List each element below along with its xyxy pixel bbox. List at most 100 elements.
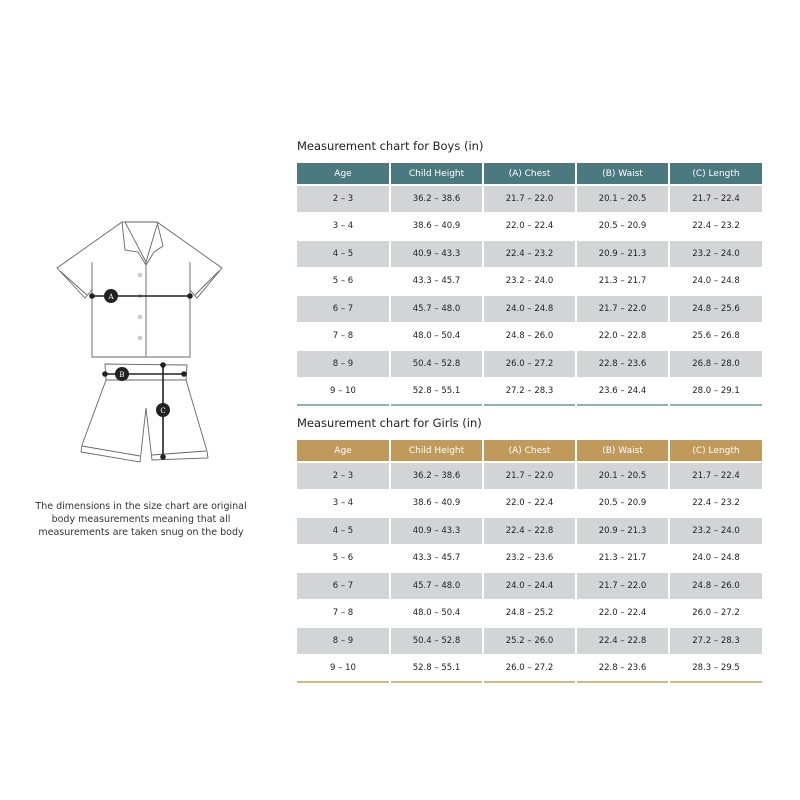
svg-text:B: B — [119, 371, 124, 379]
table-cell: 22.0 – 22.4 — [483, 488, 577, 517]
table-cell: 27.2 – 28.3 — [669, 626, 762, 655]
table-cell: 24.0 – 24.8 — [669, 543, 762, 572]
marker-b: B — [115, 367, 129, 381]
table-cell: 21.7 – 22.0 — [576, 294, 670, 323]
table-cell: 36.2 – 38.6 — [390, 461, 484, 490]
table-cell: 2 – 3 — [297, 184, 391, 213]
table-cell: 45.7 – 48.0 — [390, 294, 484, 323]
table-cell: 9 – 10 — [297, 653, 391, 682]
table-row: 3 – 4 38.6 – 40.9 22.0 – 22.4 20.5 – 20.9 22… — [297, 211, 762, 240]
table-row: 5 – 6 43.3 – 45.7 23.2 – 24.0 21.3 – 21.7 24… — [297, 266, 762, 295]
column-header: Child Height — [390, 163, 484, 185]
table-cell: 7 – 8 — [297, 321, 391, 350]
table-row: 2 – 3 36.2 – 38.6 21.7 – 22.0 20.1 – 20.5 21… — [297, 461, 762, 490]
shirt-outline — [56, 221, 223, 358]
table-cell: 22.0 – 22.4 — [576, 598, 670, 627]
girls-chart-title: Measurement chart for Girls (in) — [297, 416, 482, 430]
svg-text:A: A — [107, 293, 114, 301]
column-header: (B) Waist — [576, 163, 670, 185]
column-header: (C) Length — [669, 163, 762, 185]
table-cell: 20.9 – 21.3 — [576, 239, 670, 268]
marker-c: C — [156, 403, 170, 417]
table-cell: 50.4 – 52.8 — [390, 626, 484, 655]
table-cell: 26.8 – 28.0 — [669, 349, 762, 378]
table-row: 3 – 4 38.6 – 40.9 22.0 – 22.4 20.5 – 20.9 22… — [297, 488, 762, 517]
table-cell: 22.4 – 23.2 — [483, 239, 577, 268]
boys-chart-title: Measurement chart for Boys (in) — [297, 139, 484, 153]
table-cell: 22.4 – 22.8 — [483, 516, 577, 545]
table-cell: 21.7 – 22.0 — [576, 571, 670, 600]
table-cell: 24.8 – 25.6 — [669, 294, 762, 323]
table-cell: 9 – 10 — [297, 376, 391, 405]
table-cell: 48.0 – 50.4 — [390, 598, 484, 627]
table-cell: 21.7 – 22.0 — [483, 461, 577, 490]
shirt-collar — [91, 221, 191, 357]
table-row: 4 – 5 40.9 – 43.3 22.4 – 23.2 20.9 – 21.3 23… — [297, 239, 762, 268]
table-cell: 20.5 – 20.9 — [576, 488, 670, 517]
table-cell: 24.0 – 24.8 — [483, 294, 577, 323]
table-cell: 40.9 – 43.3 — [390, 239, 484, 268]
table-cell: 20.5 – 20.9 — [576, 211, 670, 240]
table-cell: 20.9 – 21.3 — [576, 516, 670, 545]
table-cell: 38.6 – 40.9 — [390, 211, 484, 240]
table-cell: 52.8 – 55.1 — [390, 376, 484, 405]
table-cell: 25.6 – 26.8 — [669, 321, 762, 350]
table-cell: 24.0 – 24.4 — [483, 571, 577, 600]
table-cell: 21.3 – 21.7 — [576, 543, 670, 572]
table-cell: 20.1 – 20.5 — [576, 461, 670, 490]
marker-a: A — [104, 289, 118, 303]
table-cell: 40.9 – 43.3 — [390, 516, 484, 545]
table-cell: 27.2 – 28.3 — [483, 376, 577, 405]
table-cell: 4 – 5 — [297, 239, 391, 268]
table-cell: 43.3 – 45.7 — [390, 543, 484, 572]
table-cell: 22.4 – 22.8 — [576, 626, 670, 655]
table-cell: 2 – 3 — [297, 461, 391, 490]
table-cell: 23.2 – 24.0 — [483, 266, 577, 295]
table-row: 7 – 8 48.0 – 50.4 24.8 – 25.2 22.0 – 22.4 26… — [297, 598, 762, 627]
table-cell: 43.3 – 45.7 — [390, 266, 484, 295]
table-row: 9 – 10 52.8 – 55.1 26.0 – 27.2 22.8 – 23.6 2… — [297, 653, 762, 682]
table-row: 4 – 5 40.9 – 43.3 22.4 – 22.8 20.9 – 21.3 23… — [297, 516, 762, 545]
table-cell: 23.6 – 24.4 — [576, 376, 670, 405]
table-row: 8 – 9 50.4 – 52.8 25.2 – 26.0 22.4 – 22.8 27… — [297, 626, 762, 655]
table-row: 6 – 7 45.7 – 48.0 24.0 – 24.4 21.7 – 22.0 24… — [297, 571, 762, 600]
table-cell: 50.4 – 52.8 — [390, 349, 484, 378]
table-cell: 36.2 – 38.6 — [390, 184, 484, 213]
table-cell: 8 – 9 — [297, 349, 391, 378]
table-cell: 6 – 7 — [297, 571, 391, 600]
table-row: 7 – 8 48.0 – 50.4 24.8 – 26.0 22.0 – 22.8 25… — [297, 321, 762, 350]
measurement-note: The dimensions in the size chart are ori… — [35, 501, 247, 538]
table-cell: 48.0 – 50.4 — [390, 321, 484, 350]
table-row: 5 – 6 43.3 – 45.7 23.2 – 23.6 21.3 – 21.7 24… — [297, 543, 762, 572]
table-cell: 22.4 – 23.2 — [669, 211, 762, 240]
column-header: Child Height — [390, 440, 484, 462]
girls-size-table: Age Child Height (A) Chest (B) Waist (C) Len… — [297, 440, 762, 683]
table-cell: 24.8 – 25.2 — [483, 598, 577, 627]
table-cell: 26.0 – 27.2 — [483, 653, 577, 682]
table-row: 2 – 3 36.2 – 38.6 21.7 – 22.0 20.1 – 20.5 21… — [297, 184, 762, 213]
column-header: (B) Waist — [576, 440, 670, 462]
table-cell: 21.7 – 22.4 — [669, 184, 762, 213]
svg-text:C: C — [160, 407, 165, 415]
table-row: 8 – 9 50.4 – 52.8 26.0 – 27.2 22.8 – 23.6 26… — [297, 349, 762, 378]
table-cell: 45.7 – 48.0 — [390, 571, 484, 600]
table-cell: 24.8 – 26.0 — [669, 571, 762, 600]
table-cell: 21.7 – 22.0 — [483, 184, 577, 213]
column-header: Age — [297, 440, 391, 462]
table-row: 6 – 7 45.7 – 48.0 24.0 – 24.8 21.7 – 22.0 24… — [297, 294, 762, 323]
column-header: (C) Length — [669, 440, 762, 462]
table-cell: 21.3 – 21.7 — [576, 266, 670, 295]
table-cell: 22.0 – 22.8 — [576, 321, 670, 350]
table-cell: 25.2 – 26.0 — [483, 626, 577, 655]
column-header: (A) Chest — [483, 163, 577, 185]
table-row: 9 – 10 52.8 – 55.1 27.2 – 28.3 23.6 – 24.4 2… — [297, 376, 762, 405]
table-cell: 38.6 – 40.9 — [390, 488, 484, 517]
table-cell: 3 – 4 — [297, 211, 391, 240]
table-cell: 22.8 – 23.6 — [576, 653, 670, 682]
table-cell: 23.2 – 23.6 — [483, 543, 577, 572]
table-cell: 24.8 – 26.0 — [483, 321, 577, 350]
table-cell: 8 – 9 — [297, 626, 391, 655]
table-cell: 28.3 – 29.5 — [669, 653, 762, 682]
table-cell: 22.4 – 23.2 — [669, 488, 762, 517]
table-cell: 7 – 8 — [297, 598, 391, 627]
